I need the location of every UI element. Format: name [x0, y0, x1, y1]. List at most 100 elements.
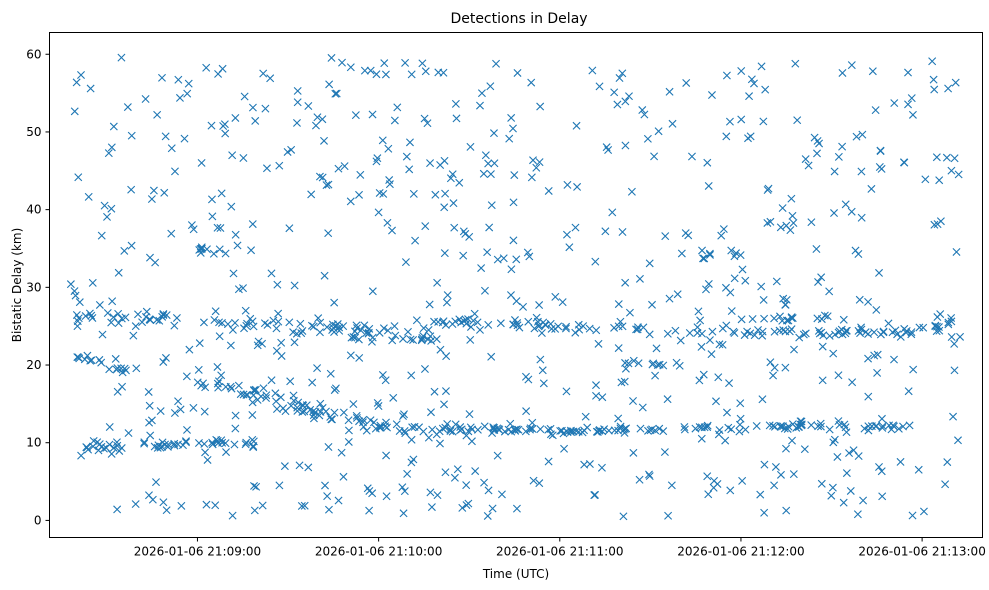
data-point	[174, 397, 183, 406]
data-point	[409, 455, 418, 464]
data-point	[107, 143, 116, 152]
data-point	[153, 110, 162, 119]
data-point	[616, 317, 625, 326]
data-point	[228, 325, 237, 334]
y-axis: 0 10 20 30 40 50 60	[26, 47, 50, 527]
data-point	[506, 419, 515, 428]
data-point	[704, 279, 713, 288]
data-point	[807, 421, 816, 430]
data-point	[462, 319, 471, 328]
data-point	[699, 370, 708, 379]
data-point	[469, 316, 478, 325]
data-point	[759, 117, 768, 126]
data-point	[615, 73, 624, 82]
data-point	[640, 110, 649, 119]
data-point	[123, 103, 132, 112]
data-point	[448, 170, 457, 179]
data-point	[409, 336, 418, 345]
data-point	[697, 342, 706, 351]
data-point	[697, 423, 706, 432]
data-point	[899, 422, 908, 431]
data-point	[625, 308, 634, 317]
data-point	[668, 119, 677, 128]
data-point	[562, 322, 571, 331]
data-point	[864, 392, 873, 401]
data-point	[84, 192, 93, 201]
data-point	[159, 357, 168, 366]
data-point	[388, 336, 397, 345]
data-point	[275, 161, 284, 170]
data-point	[470, 309, 479, 318]
data-point	[406, 335, 415, 344]
data-point	[159, 498, 168, 507]
data-point	[512, 425, 521, 434]
data-point	[949, 412, 958, 421]
data-point	[730, 252, 739, 261]
data-point	[703, 472, 712, 481]
data-point	[347, 333, 356, 342]
data-point	[908, 511, 917, 520]
data-point	[231, 113, 240, 122]
data-point	[571, 328, 580, 337]
data-point	[426, 332, 435, 341]
data-point	[551, 292, 560, 301]
data-point	[890, 99, 899, 108]
data-point	[655, 424, 664, 433]
data-point	[433, 491, 442, 500]
data-point	[745, 92, 754, 101]
data-point	[239, 154, 248, 162]
data-point	[144, 387, 153, 396]
data-point	[529, 156, 537, 165]
data-point	[719, 225, 728, 234]
data-point	[489, 423, 498, 432]
data-point	[449, 199, 458, 208]
y-tick-label: 50	[26, 125, 41, 139]
data-point	[231, 411, 240, 420]
data-point	[326, 412, 335, 421]
data-point	[942, 153, 951, 162]
data-point	[956, 332, 965, 341]
data-point	[418, 333, 427, 342]
data-point	[340, 162, 349, 171]
data-point	[884, 319, 893, 328]
data-point	[221, 439, 230, 448]
data-point	[900, 158, 909, 167]
data-point	[509, 236, 518, 245]
data-point	[661, 232, 670, 241]
data-point	[779, 326, 788, 335]
data-point	[275, 481, 284, 490]
data-point	[818, 342, 827, 351]
data-point	[324, 443, 333, 451]
data-point	[878, 422, 887, 431]
data-point	[109, 443, 118, 452]
data-point	[817, 479, 826, 488]
data-point	[487, 201, 496, 210]
data-point	[441, 189, 450, 198]
data-point	[919, 323, 928, 332]
data-point	[355, 190, 364, 199]
data-point	[786, 226, 795, 235]
data-point	[788, 314, 797, 323]
data-point	[97, 231, 106, 240]
data-point	[921, 175, 930, 184]
data-point	[673, 290, 682, 299]
data-point	[536, 425, 545, 434]
plot-frame	[49, 32, 983, 538]
data-point	[331, 384, 340, 393]
data-point	[634, 359, 643, 368]
data-point	[251, 116, 260, 125]
data-point	[446, 427, 455, 436]
data-point	[497, 490, 506, 499]
data-point	[524, 375, 533, 384]
data-point	[814, 326, 823, 335]
data-point	[75, 298, 84, 307]
data-point	[523, 248, 532, 257]
data-point	[115, 446, 124, 455]
data-point	[466, 423, 475, 432]
data-point	[374, 208, 383, 217]
data-point	[374, 402, 383, 411]
data-point	[484, 320, 493, 329]
data-point	[830, 209, 839, 218]
data-point	[267, 376, 276, 385]
data-point	[770, 481, 779, 490]
